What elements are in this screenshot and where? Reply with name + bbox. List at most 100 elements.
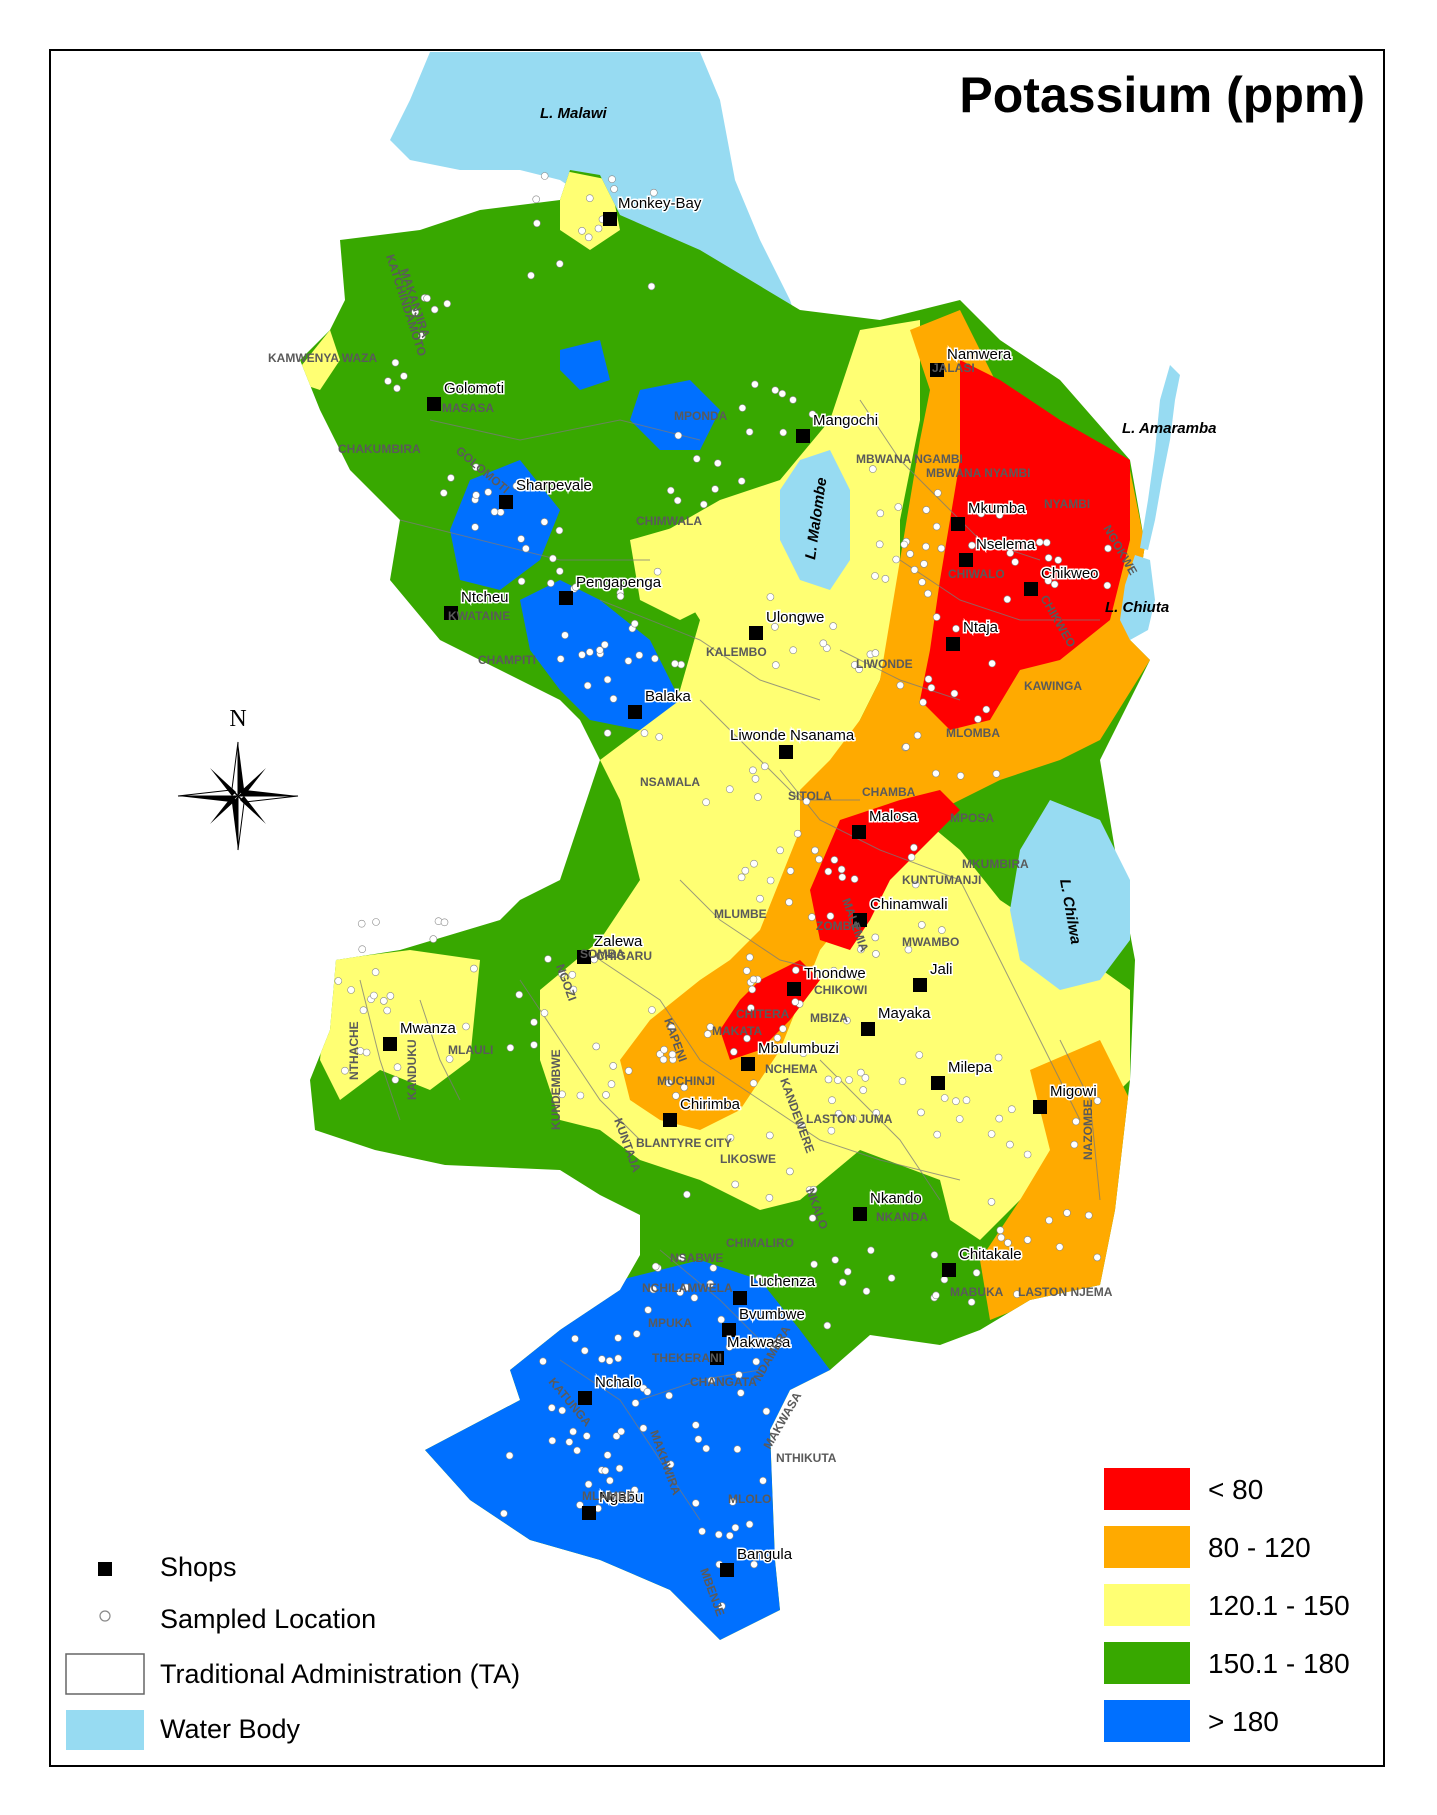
shop-marker — [787, 982, 801, 996]
class-red-central — [810, 790, 960, 950]
sample-point — [737, 477, 746, 485]
sample-point — [616, 592, 625, 601]
lake-chiuta — [1120, 555, 1155, 640]
sample-point — [887, 1274, 896, 1282]
sample-point — [791, 998, 800, 1006]
sample-point — [729, 1048, 738, 1056]
sample-point — [713, 459, 722, 468]
sample-point — [594, 224, 603, 233]
sample-point — [920, 560, 928, 568]
shops-layer: Monkey-Bay Golomoti Sharpevale Pengapenga Nt… — [383, 194, 1100, 1577]
sample-point — [580, 1346, 589, 1355]
class-yellow-north — [560, 170, 620, 250]
ta-label: KANDUKU — [405, 1039, 419, 1100]
sample-point — [760, 762, 769, 771]
sample-point — [692, 454, 701, 463]
sample-point — [919, 698, 927, 707]
shop-marker — [628, 705, 642, 719]
sample-point — [915, 1051, 924, 1059]
sample-point — [771, 661, 780, 669]
legend-swatch-120-150 — [1104, 1584, 1190, 1626]
ta-label: LASTON JUMA — [806, 1112, 893, 1126]
ta-label: KALEMBO — [706, 645, 767, 659]
shop-label: Mwanza — [400, 1020, 457, 1037]
lake-chilwa — [1010, 800, 1130, 990]
ta-label: NCHILAMWELA — [642, 1281, 733, 1295]
lake-malawi-label: L. Malawi — [540, 105, 608, 122]
sample-point — [578, 227, 586, 235]
sample-point — [706, 1023, 715, 1031]
sample-point — [731, 1180, 740, 1189]
sample-point — [582, 1432, 591, 1440]
sample-point — [359, 1006, 368, 1015]
sample-point — [530, 1018, 538, 1027]
sample-point — [789, 646, 798, 655]
sample-point — [933, 489, 942, 497]
sample-point — [743, 1034, 751, 1043]
sample-point — [904, 945, 913, 954]
lake-malombe — [780, 450, 850, 590]
sample-point — [690, 1294, 699, 1302]
sample-point — [1103, 581, 1112, 590]
sample-point — [649, 188, 658, 197]
sample-point — [677, 1254, 686, 1262]
sample-point — [748, 985, 757, 994]
sample-point — [995, 1114, 1004, 1123]
sample-point — [956, 771, 965, 780]
sample-point — [607, 1080, 616, 1088]
ta-label: KAMWENYA WAZA — [268, 351, 377, 365]
sample-point — [717, 1602, 726, 1610]
shop-label: Chikweo — [1041, 565, 1099, 582]
sample-point — [779, 1025, 787, 1033]
sample-point — [576, 1501, 584, 1509]
class-yellow-west — [320, 950, 480, 1100]
legend-shop-symbol — [98, 1562, 112, 1576]
shop-label: Chirimba — [680, 1096, 741, 1113]
ta-label: MBWANA NGAMBI — [856, 452, 963, 466]
sample-point — [987, 1130, 996, 1138]
north-arrow: N — [177, 706, 299, 851]
legend-swatch-150-180 — [1104, 1642, 1190, 1684]
sample-point — [630, 619, 639, 628]
ta-label: CHIWALO — [948, 567, 1005, 581]
sample-point — [462, 1022, 470, 1031]
sample-point — [386, 992, 395, 1000]
sample-point — [992, 769, 1001, 778]
sample-point — [702, 1444, 711, 1453]
map-frame — [49, 49, 1385, 1767]
sample-point — [472, 491, 480, 499]
sample-point — [824, 867, 833, 876]
sample-point — [651, 654, 659, 663]
sample-point — [643, 1388, 652, 1396]
shop-marker — [663, 1113, 677, 1127]
sample-point — [583, 681, 592, 690]
ta-label: BLANTYRE CITY — [636, 1136, 732, 1150]
sample-point — [834, 1110, 843, 1118]
sample-point — [660, 1045, 668, 1054]
sample-point — [1043, 538, 1051, 547]
shop-marker — [733, 1291, 747, 1305]
sample-point — [490, 507, 499, 516]
sample-point — [773, 1034, 782, 1042]
sample-point — [898, 1077, 907, 1085]
shop-label: Thondwe — [804, 965, 866, 982]
sample-point — [372, 918, 380, 926]
ta-label: NSABWE — [670, 1251, 723, 1265]
legend-water-symbol — [66, 1710, 144, 1750]
sample-point — [639, 1424, 648, 1432]
sample-point — [430, 305, 439, 314]
sample-point — [843, 1267, 852, 1276]
shop-marker — [930, 363, 944, 377]
sample-point — [544, 955, 552, 963]
shop-marker — [444, 606, 458, 620]
ta-label: KAWINGA — [1024, 679, 1082, 693]
ta-label: LASTON NJEMA — [1018, 1285, 1113, 1299]
sample-point — [671, 659, 679, 668]
sample-point — [742, 966, 751, 975]
shop-marker — [951, 517, 965, 531]
sample-point — [393, 384, 401, 393]
sample-point — [932, 613, 941, 621]
sample-point — [955, 1115, 964, 1123]
legend-shops-label: Shops — [160, 1552, 237, 1582]
sample-point — [522, 544, 530, 553]
